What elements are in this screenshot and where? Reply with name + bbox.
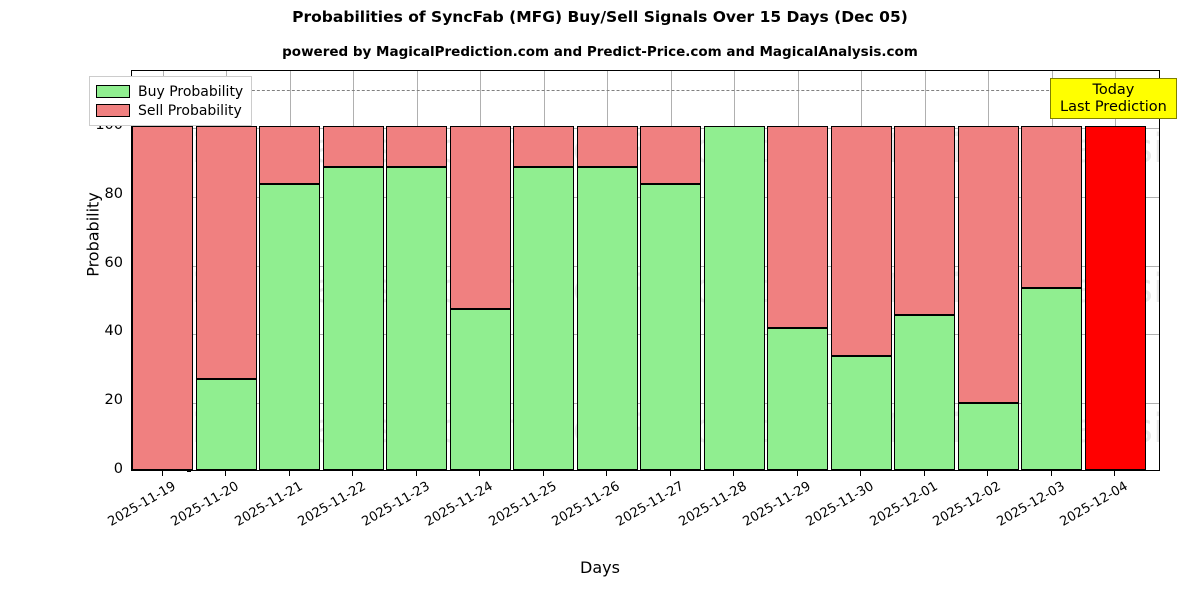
y-tick-label: 0 (113, 461, 123, 477)
x-axis: 2025-11-19 2025-11-20 2025-11-21 2025-11-22… (0, 471, 1200, 571)
bar-group[interactable] (767, 71, 828, 470)
bar-group[interactable] (1084, 71, 1146, 470)
bar-group[interactable] (513, 71, 574, 470)
x-tick-mark (796, 471, 798, 476)
legend-swatch-sell (96, 104, 130, 117)
bar-group[interactable] (894, 71, 955, 470)
legend-item-sell[interactable]: Sell Probability (96, 101, 243, 120)
bar-group[interactable] (640, 71, 701, 470)
bar-group[interactable] (703, 71, 765, 470)
bar-segment-buy[interactable] (1021, 287, 1082, 470)
bars-layer (132, 71, 1159, 470)
bar-group[interactable] (195, 71, 257, 470)
x-tick-mark (479, 471, 480, 476)
bar-group[interactable] (322, 71, 384, 470)
y-tick-mark (187, 471, 191, 472)
chart-legend: Buy Probability Sell Probability (89, 76, 253, 126)
bar-segment-sell[interactable] (640, 126, 701, 184)
y-tick-label: 60 (104, 254, 123, 271)
x-tick-mark (352, 471, 353, 476)
bar-group[interactable] (957, 71, 1019, 470)
bar-segment-sell[interactable] (386, 126, 447, 167)
legend-label-buy: Buy Probability (138, 83, 244, 100)
legend-label-sell: Sell Probability (138, 102, 242, 119)
x-tick-mark (923, 471, 925, 476)
bar-segment-sell[interactable] (957, 126, 1019, 403)
x-tick-mark (225, 471, 226, 476)
bar-segment-sell[interactable] (132, 126, 193, 470)
bar-group[interactable] (386, 71, 447, 470)
bar-segment-buy[interactable] (259, 183, 320, 470)
chart-subtitle: powered by MagicalPrediction.com and Pre… (282, 44, 918, 60)
bar-group[interactable] (576, 71, 638, 470)
bar-segment-buy[interactable] (640, 183, 701, 470)
bar-group[interactable] (449, 71, 511, 470)
bar-segment-buy[interactable] (894, 315, 955, 470)
bar-segment-buy[interactable] (449, 309, 511, 470)
legend-swatch-buy (96, 85, 130, 98)
x-tick-mark (1050, 471, 1052, 476)
bar-segment-sell[interactable] (894, 126, 955, 316)
x-tick-mark (606, 471, 607, 476)
x-tick-mark (415, 471, 417, 476)
bar-group[interactable] (259, 71, 320, 470)
bar-segment-sell[interactable] (322, 126, 384, 167)
bar-segment-buy[interactable] (576, 166, 638, 470)
x-tick-mark (288, 471, 290, 476)
y-tick-label: 20 (104, 392, 123, 409)
bar-segment-buy[interactable] (195, 379, 257, 470)
bar-segment-sell[interactable] (1021, 126, 1082, 288)
bar-segment-buy[interactable] (767, 327, 828, 470)
x-axis-label: Days (580, 558, 620, 577)
x-tick-mark (669, 471, 671, 476)
bar-segment-buy[interactable] (957, 402, 1019, 470)
plot-area: MagicalAnalysis.comMagicalPrediction.com… (131, 70, 1160, 471)
bar-segment-sell[interactable] (576, 126, 638, 167)
bar-segment-sell[interactable] (767, 126, 828, 328)
bar-segment-sell[interactable] (1084, 126, 1146, 470)
bar-group[interactable] (132, 71, 193, 470)
bar-segment-buy[interactable] (830, 355, 892, 470)
x-tick-mark (733, 471, 734, 476)
y-tick-label: 80 (104, 185, 123, 202)
bar-segment-buy[interactable] (386, 166, 447, 470)
bar-segment-buy[interactable] (513, 166, 574, 470)
bar-segment-sell[interactable] (449, 126, 511, 310)
x-tick-mark (161, 471, 163, 476)
today-annotation: Today Last Prediction (1050, 78, 1177, 120)
x-tick-mark (860, 471, 861, 476)
bar-segment-sell[interactable] (513, 126, 574, 167)
x-tick-mark (1114, 471, 1115, 476)
bar-segment-sell[interactable] (830, 126, 892, 356)
bar-segment-buy[interactable] (703, 126, 765, 470)
bar-group[interactable] (830, 71, 892, 470)
bar-segment-sell[interactable] (195, 126, 257, 380)
y-axis-label: Probability (83, 192, 103, 277)
x-tick-mark (542, 471, 544, 476)
bar-segment-sell[interactable] (259, 126, 320, 184)
page-title: Probabilities of SyncFab (MFG) Buy/Sell … (292, 8, 908, 26)
bar-segment-buy[interactable] (322, 166, 384, 470)
today-annotation-line1: Today (1092, 82, 1135, 98)
y-tick-label: 40 (104, 323, 123, 340)
bar-group[interactable] (1021, 71, 1082, 470)
x-tick-mark (987, 471, 988, 476)
today-annotation-line2: Last Prediction (1060, 98, 1167, 115)
legend-item-buy[interactable]: Buy Probability (96, 82, 243, 101)
